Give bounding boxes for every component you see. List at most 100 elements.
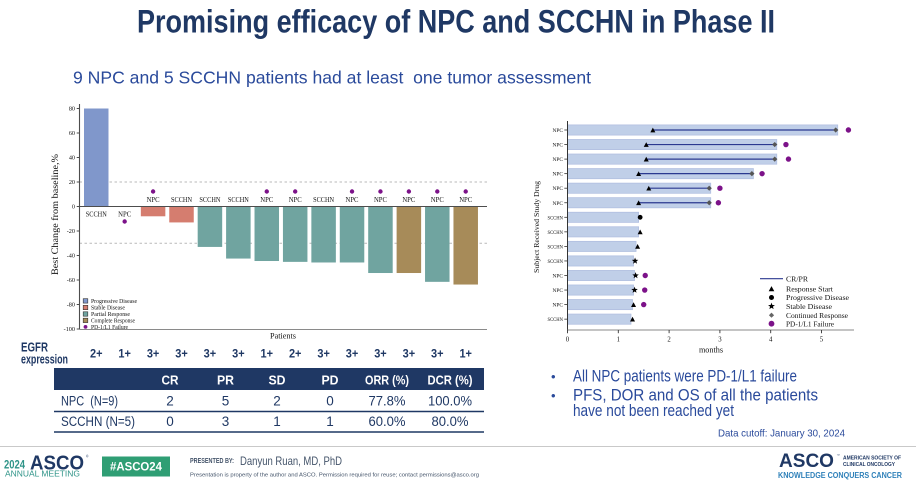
svg-text:DCR (%): DCR (%)	[428, 373, 473, 388]
svg-text:2+: 2+	[289, 347, 302, 361]
svg-text:ASCO: ASCO	[30, 452, 84, 475]
svg-text:1: 1	[617, 337, 620, 344]
svg-text:•: •	[551, 369, 556, 384]
svg-text:-100: -100	[64, 326, 75, 333]
svg-text:PR: PR	[217, 373, 235, 388]
svg-text:NPC: NPC	[553, 186, 564, 192]
svg-text:80: 80	[69, 106, 75, 113]
svg-text:SCCHN: SCCHN	[199, 197, 220, 204]
svg-text:All NPC patients were PD-1/L1: All NPC patients were PD-1/L1 failure	[573, 368, 797, 386]
svg-text:AMERICAN SOCIETY OF: AMERICAN SOCIETY OF	[843, 456, 901, 462]
svg-text:3+: 3+	[346, 347, 359, 361]
svg-text:-60: -60	[67, 277, 75, 284]
svg-text:CR/PR: CR/PR	[786, 274, 808, 283]
svg-text:2: 2	[166, 394, 174, 409]
svg-text:0: 0	[72, 204, 75, 211]
svg-text:1+: 1+	[118, 347, 131, 361]
svg-text:CLINICAL ONCOLOGY: CLINICAL ONCOLOGY	[843, 462, 895, 468]
svg-text:Danyun Ruan, MD, PhD: Danyun Ruan, MD, PhD	[240, 454, 342, 468]
svg-text:•: •	[551, 388, 556, 403]
svg-text:NPC (N=9): NPC (N=9)	[61, 394, 118, 409]
svg-text:NPC: NPC	[402, 197, 415, 204]
svg-text:NPC: NPC	[553, 128, 564, 134]
svg-text:Data cutoff: January 30, 2024: Data cutoff: January 30, 2024	[718, 428, 845, 440]
svg-text:PRESENTED BY:: PRESENTED BY:	[190, 458, 234, 465]
svg-text:Patients: Patients	[270, 332, 296, 341]
svg-text:SCCHN: SCCHN	[548, 215, 564, 221]
svg-text:5: 5	[820, 337, 824, 344]
svg-text:NPC: NPC	[553, 143, 564, 149]
svg-text:3+: 3+	[232, 347, 245, 361]
svg-text:3+: 3+	[374, 347, 387, 361]
svg-text:#ASCO24: #ASCO24	[110, 460, 162, 474]
svg-text:SCCHN: SCCHN	[548, 244, 564, 250]
svg-text:Best Change from baseline,%: Best Change from baseline,%	[50, 153, 60, 275]
svg-text:SCCHN: SCCHN	[548, 259, 564, 265]
svg-text:NPC: NPC	[553, 274, 564, 280]
svg-text:80.0%: 80.0%	[432, 414, 469, 429]
svg-text:100.0%: 100.0%	[428, 394, 472, 409]
svg-text:months: months	[699, 346, 723, 355]
svg-text:CR: CR	[162, 373, 180, 388]
svg-text:NPC: NPC	[553, 201, 564, 207]
svg-text:PD: PD	[322, 373, 339, 388]
svg-text:3: 3	[718, 337, 722, 344]
svg-text:9 NPC and 5 SCCHN patients had: 9 NPC and 5 SCCHN patients had at least …	[73, 68, 591, 88]
svg-text:3+: 3+	[403, 347, 416, 361]
svg-text:NPC: NPC	[289, 197, 302, 204]
svg-text:2: 2	[667, 337, 671, 344]
svg-text:40: 40	[69, 155, 75, 162]
svg-text:0: 0	[166, 414, 174, 429]
svg-text:2: 2	[273, 394, 281, 409]
svg-text:Stable Disease: Stable Disease	[786, 302, 833, 311]
svg-text:PD-1/L1 Failure: PD-1/L1 Failure	[91, 325, 128, 331]
svg-text:Presentation is property of th: Presentation is property of the author a…	[190, 473, 479, 479]
svg-text:5: 5	[222, 394, 230, 409]
svg-text:Partial Response: Partial Response	[91, 312, 130, 318]
svg-text:-20: -20	[67, 228, 75, 235]
svg-text:3+: 3+	[175, 347, 188, 361]
svg-text:NPC: NPC	[374, 197, 387, 204]
svg-text:NPC: NPC	[553, 288, 564, 294]
svg-text:ASCO: ASCO	[779, 451, 834, 472]
svg-text:2024: 2024	[4, 458, 25, 472]
svg-text:EGFR: EGFR	[21, 341, 48, 355]
svg-text:Stable Disease: Stable Disease	[91, 306, 125, 312]
svg-text:Subject Received Study Drug: Subject Received Study Drug	[532, 181, 541, 273]
svg-text:ORR (%): ORR (%)	[365, 373, 409, 388]
svg-text:1+: 1+	[459, 347, 472, 361]
svg-text:SCCHN (N=5): SCCHN (N=5)	[61, 414, 135, 429]
svg-text:have not been reached yet: have not been reached yet	[573, 402, 734, 420]
svg-text:77.8%: 77.8%	[369, 394, 406, 409]
svg-text:NPC: NPC	[147, 197, 160, 204]
svg-text:60.0%: 60.0%	[369, 414, 406, 429]
svg-text:NPC: NPC	[553, 303, 564, 309]
svg-text:3+: 3+	[204, 347, 217, 361]
svg-text:-40: -40	[67, 253, 75, 260]
svg-text:SCCHN: SCCHN	[86, 212, 107, 219]
svg-text:0: 0	[326, 394, 334, 409]
svg-text:™: ™	[837, 454, 840, 458]
svg-text:NPC: NPC	[346, 197, 359, 204]
svg-text:1+: 1+	[261, 347, 274, 361]
svg-text:4: 4	[769, 337, 773, 344]
svg-text:1: 1	[326, 414, 334, 429]
svg-text:SD: SD	[269, 373, 286, 388]
svg-text:SCCHN: SCCHN	[228, 197, 249, 204]
svg-text:60: 60	[69, 130, 75, 137]
svg-text:-80: -80	[67, 302, 75, 309]
svg-text:PD-1/L1 Failure: PD-1/L1 Failure	[786, 319, 835, 328]
svg-text:NPC: NPC	[459, 197, 472, 204]
svg-text:Progressive Disease: Progressive Disease	[786, 293, 850, 302]
svg-text:PFS, DOR and OS of all the pat: PFS, DOR and OS of all the patients	[573, 387, 818, 405]
svg-text:Response Start: Response Start	[786, 284, 834, 293]
svg-text:NPC: NPC	[553, 172, 564, 178]
svg-text:KNOWLEDGE CONQUERS CANCER: KNOWLEDGE CONQUERS CANCER	[778, 471, 902, 480]
svg-text:20: 20	[69, 179, 75, 186]
svg-text:SCCHN: SCCHN	[548, 317, 564, 323]
svg-text:SCCHN: SCCHN	[548, 230, 564, 236]
svg-text:Progressive Disease: Progressive Disease	[91, 299, 137, 305]
svg-text:3+: 3+	[317, 347, 330, 361]
svg-text:Continued Response: Continued Response	[786, 311, 849, 320]
svg-text:Complete Response: Complete Response	[91, 319, 135, 325]
